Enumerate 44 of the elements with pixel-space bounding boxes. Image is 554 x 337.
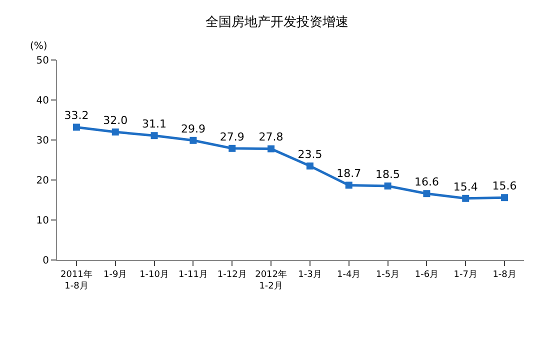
point	[306, 162, 314, 170]
point	[423, 190, 430, 198]
point	[384, 182, 392, 190]
x-tick-label: 1-3月	[298, 270, 322, 280]
y-tick-label: 30	[36, 136, 49, 146]
data-label: 32.0	[103, 114, 128, 127]
data-label: 33.2	[64, 109, 89, 122]
x-tick-label: 2011年 1-8月	[60, 268, 92, 292]
x-tick-label: 1-9月	[104, 270, 128, 280]
data-label: 15.4	[453, 180, 478, 194]
point	[150, 132, 158, 140]
data-label: 18.5	[376, 168, 400, 181]
x-tick-label: 2012年 1-2月	[255, 268, 287, 292]
y-axis-title: (%)	[30, 41, 48, 52]
data-label: 27.8	[258, 130, 284, 144]
point	[72, 124, 80, 131]
point	[462, 194, 470, 202]
y-tick-label: 50	[36, 56, 49, 66]
point	[501, 194, 508, 202]
point	[228, 144, 236, 152]
data-label: 23.5	[298, 148, 322, 161]
y-tick-label: 40	[36, 96, 49, 106]
x-tick-label: 1-8月	[492, 270, 516, 280]
x-tick-label: 1-4月	[337, 270, 361, 280]
data-label: 29.9	[180, 122, 206, 136]
y-tick-label: 20	[36, 176, 49, 186]
x-tick-label: 1-7月	[454, 270, 478, 280]
x-tick-label: 1-11月	[178, 270, 208, 280]
point	[190, 136, 197, 144]
x-tick-label: 1-5月	[376, 270, 400, 280]
x-tick-label: 1-12月	[217, 270, 247, 280]
y-tick-label: 10	[36, 216, 49, 226]
data-label: 16.6	[414, 175, 439, 188]
data-label: 15.6	[492, 179, 517, 192]
point	[268, 145, 275, 152]
data-label: 18.7	[336, 167, 362, 180]
y-tick-label: 0	[42, 256, 49, 266]
point	[345, 182, 352, 189]
x-tick-label: 1-6月	[414, 270, 439, 280]
point	[112, 128, 119, 136]
x-tick-label: 1-10月	[140, 270, 170, 280]
data-label: 31.1	[142, 117, 167, 130]
chart-title: 全国房地产开发投资增速	[206, 14, 348, 30]
data-label: 27.9	[220, 130, 244, 144]
